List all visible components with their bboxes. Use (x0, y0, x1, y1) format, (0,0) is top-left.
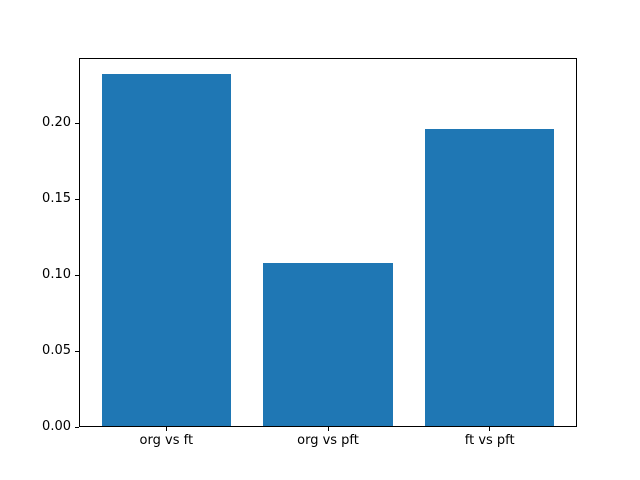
x-tick-label: org vs pft (297, 433, 359, 448)
y-tick-label: 0.00 (42, 419, 71, 434)
y-tick-mark (75, 122, 79, 124)
x-tick-mark (489, 427, 491, 431)
y-tick-mark (75, 350, 79, 352)
x-tick-label: org vs ft (139, 433, 194, 448)
y-tick-mark (75, 274, 79, 276)
y-tick-mark (75, 198, 79, 200)
x-tick-mark (165, 427, 167, 431)
bar-ft-vs-pft (425, 129, 555, 427)
y-tick-label: 0.05 (42, 343, 71, 358)
bar-org-vs-ft (101, 74, 231, 427)
y-tick-mark (75, 426, 79, 428)
y-tick-label: 0.15 (42, 191, 71, 207)
x-tick-mark (327, 427, 329, 431)
y-tick-label: 0.20 (42, 115, 71, 131)
bar-org-vs-pft (263, 262, 393, 427)
x-tick-label: ft vs pft (464, 433, 515, 448)
y-tick-label: 0.10 (42, 267, 71, 283)
